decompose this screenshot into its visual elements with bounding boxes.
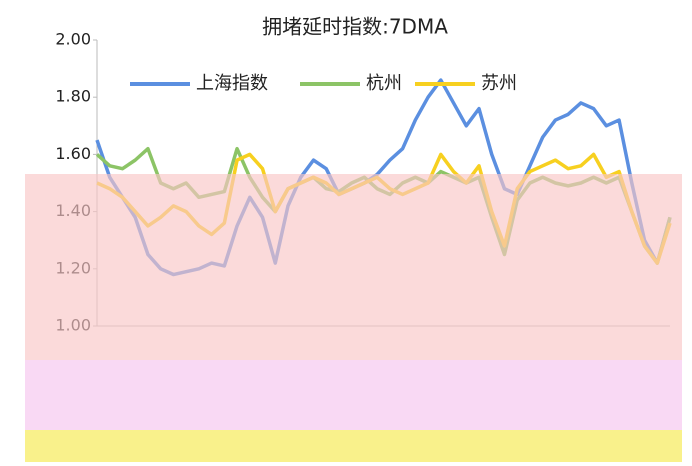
overlay bbox=[25, 174, 682, 462]
legend-label: 上海指数 bbox=[196, 73, 268, 94]
y-tick-label: 1.80 bbox=[55, 87, 91, 106]
overlay-band bbox=[25, 174, 682, 360]
legend-label: 苏州 bbox=[481, 73, 517, 94]
overlay-band bbox=[25, 430, 682, 462]
y-tick-label: 1.60 bbox=[55, 144, 91, 163]
y-tick-label: 2.00 bbox=[55, 30, 91, 49]
legend-label: 杭州 bbox=[366, 73, 402, 94]
overlay-band bbox=[25, 360, 682, 430]
chart-title: 拥堵延时指数:7DMA bbox=[262, 15, 448, 39]
